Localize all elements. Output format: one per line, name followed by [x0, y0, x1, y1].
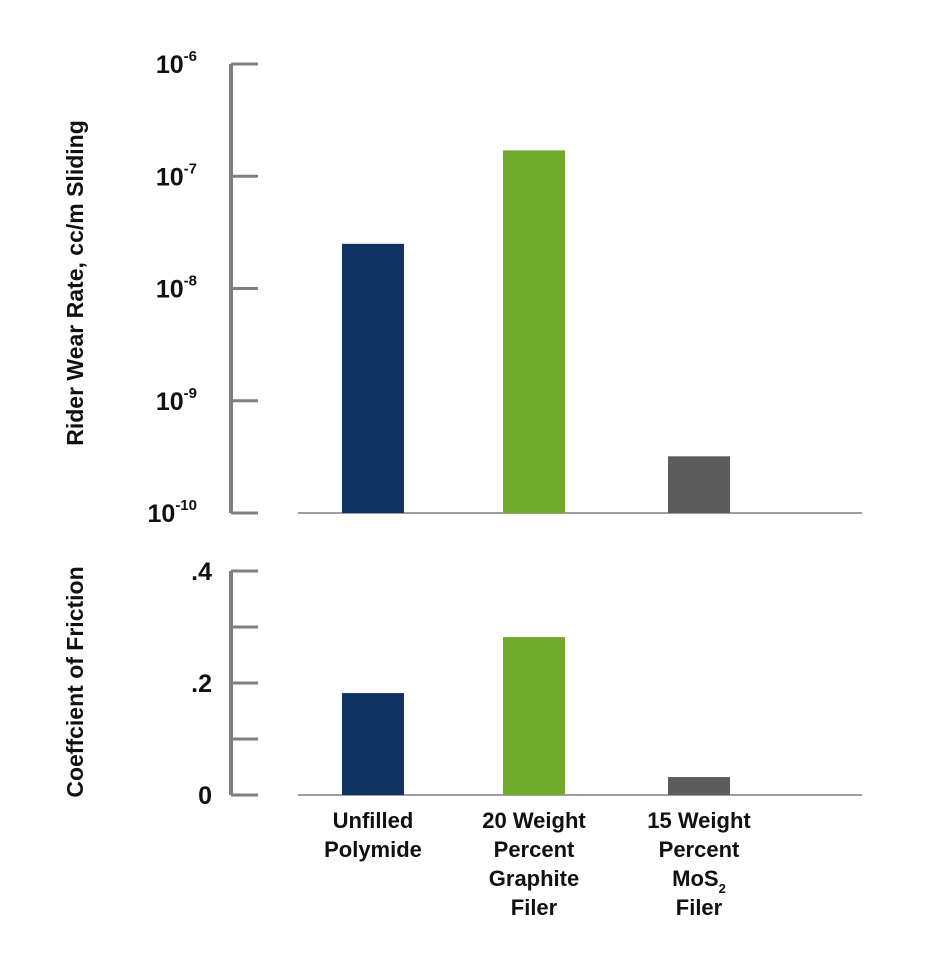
- x-category-label: Graphite: [489, 866, 579, 891]
- bar-3: [668, 456, 730, 513]
- y-axis-label: Coeffcient of Friction: [62, 566, 88, 797]
- y-axis-label: Rider Wear Rate, cc/m Sliding: [62, 120, 88, 446]
- x-category-label: Filer: [676, 895, 723, 920]
- y-tick-label: 10-7: [156, 160, 197, 191]
- x-category-label: Percent: [494, 837, 575, 862]
- x-category-labels: Unfilled Polymide 20 Weight Percent Graphite…: [324, 808, 751, 920]
- bar-2: [503, 637, 565, 795]
- panel-wear-rate: Rider Wear Rate, cc/m Sliding 10-6 10-7 10-…: [62, 48, 862, 528]
- bar-1: [342, 693, 404, 795]
- x-category-label: Percent: [659, 837, 740, 862]
- bar-3: [668, 777, 730, 795]
- x-category-label: MoS2: [672, 866, 726, 896]
- bar-1: [342, 243, 404, 513]
- bar-2: [503, 150, 565, 513]
- y-tick-label: 10-8: [156, 273, 197, 304]
- x-category-label: Filer: [511, 895, 558, 920]
- x-category-label: Polymide: [324, 837, 422, 862]
- y-tick-label: 10-9: [156, 385, 197, 416]
- y-tick-label: 10-10: [148, 497, 198, 528]
- y-tick-label: .2: [191, 670, 212, 698]
- y-tick-label: .4: [191, 558, 212, 586]
- x-category-label: 20 Weight: [482, 808, 586, 833]
- x-category-label: Unfilled: [333, 808, 414, 833]
- y-tick-label: 0: [198, 782, 212, 810]
- y-tick-label: 10-6: [156, 48, 197, 79]
- x-category-label: 15 Weight: [647, 808, 751, 833]
- panel-friction: Coeffcient of Friction .4 .2 0: [62, 558, 862, 810]
